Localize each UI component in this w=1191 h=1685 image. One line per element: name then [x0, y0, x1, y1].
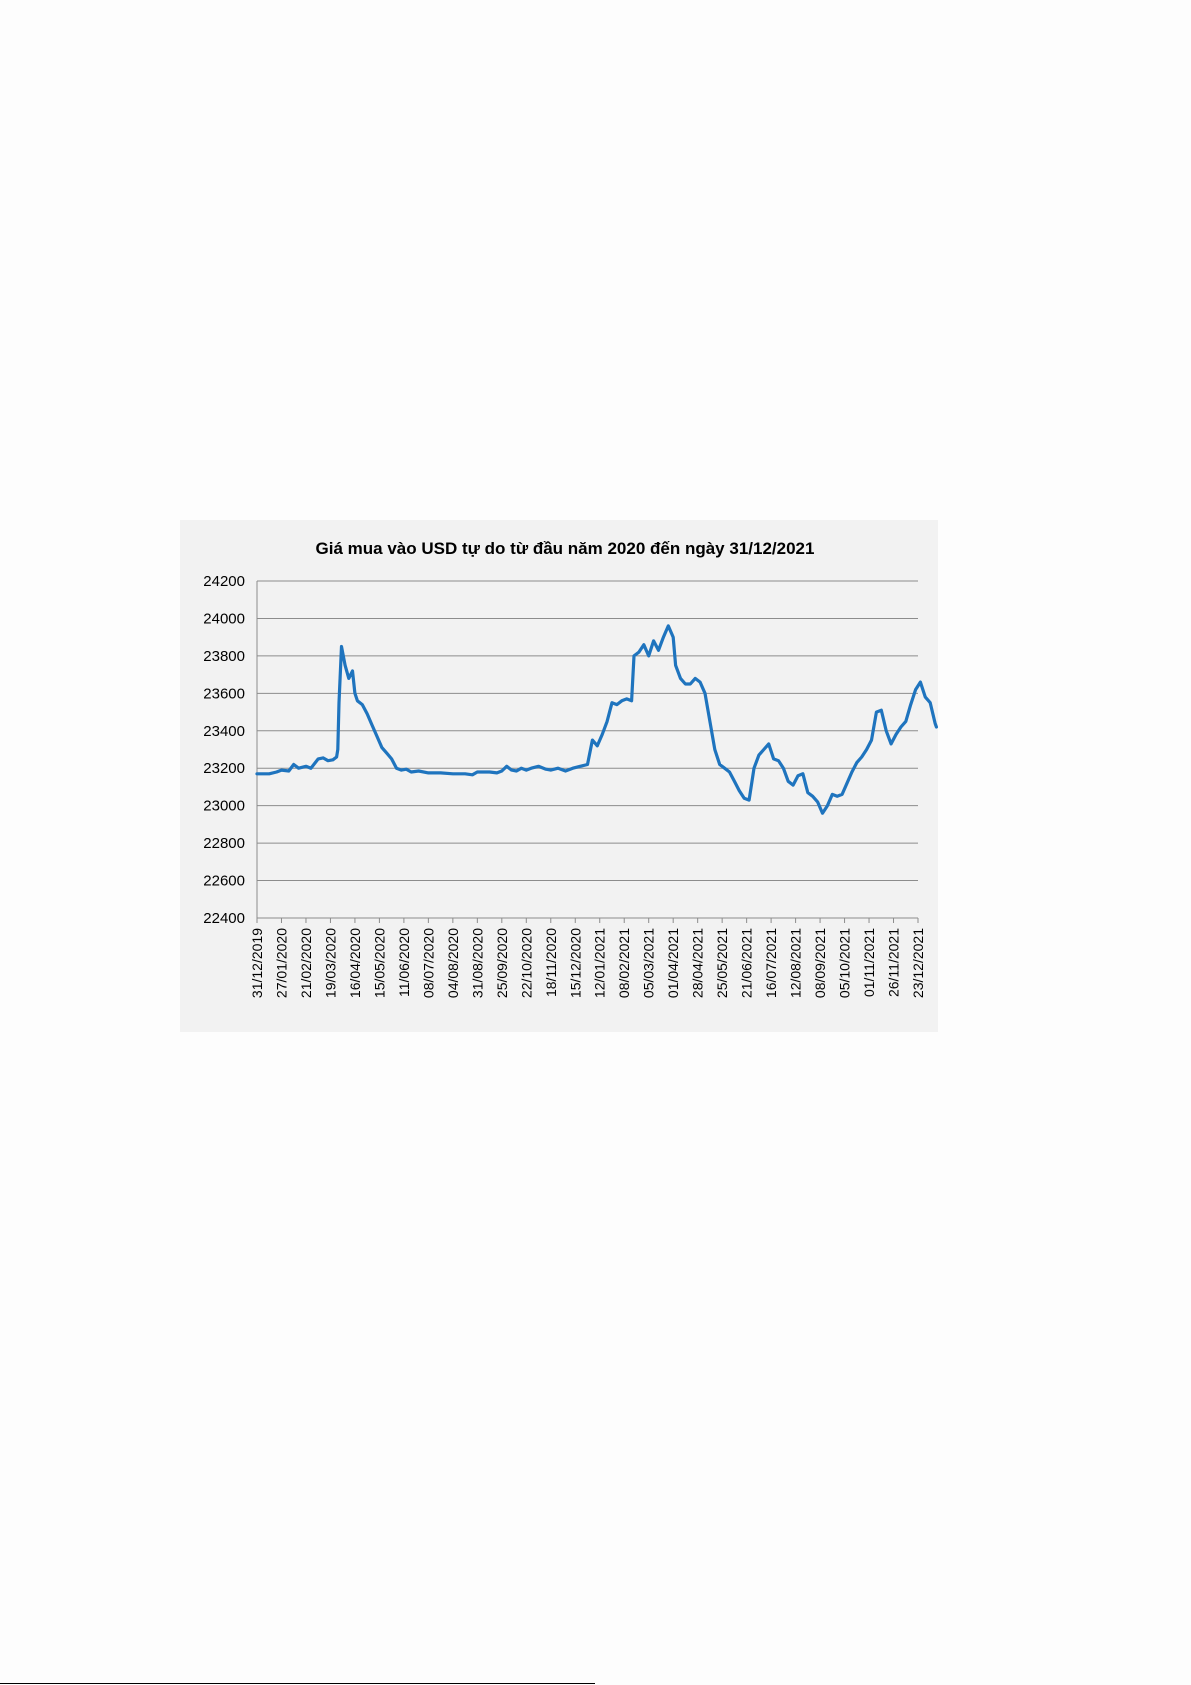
x-tick-label: 05/10/2021 [837, 928, 853, 998]
chart-title: Giá mua vào USD tự do từ đầu năm 2020 đế… [316, 539, 815, 558]
y-tick-label: 23600 [203, 685, 245, 702]
x-tick-label: 21/02/2020 [298, 928, 314, 998]
x-tick-label: 19/03/2020 [322, 928, 338, 998]
y-tick-label: 22600 [203, 873, 245, 890]
x-tick-label: 01/11/2021 [861, 928, 877, 997]
x-tick-label: 23/12/2021 [910, 928, 926, 998]
x-tick-label: 18/11/2020 [543, 928, 559, 997]
y-tick-label: 23200 [203, 760, 245, 777]
x-tick-label: 25/05/2021 [714, 928, 730, 998]
y-tick-label: 23800 [203, 648, 245, 665]
x-tick-label: 15/12/2020 [567, 928, 583, 998]
x-tick-label: 21/06/2021 [739, 928, 755, 998]
gridlines [256, 580, 918, 919]
y-tick-label: 23400 [203, 723, 245, 740]
x-tick-label: 16/07/2021 [763, 928, 779, 998]
x-axis-ticks: 31/12/2019 27/01/2020 21/02/2020 19/03/2020… [249, 918, 926, 998]
chart-container: Giá mua vào USD tự do từ đầu năm 2020 đế… [180, 520, 938, 1032]
x-tick-label: 31/12/2019 [249, 928, 265, 998]
x-tick-label: 08/07/2020 [420, 928, 436, 998]
x-tick-label: 12/01/2021 [592, 928, 608, 998]
x-tick-label: 05/03/2021 [641, 928, 657, 998]
x-tick-label: 11/06/2020 [396, 928, 412, 997]
x-tick-label: 22/10/2020 [518, 928, 534, 998]
x-tick-label: 28/04/2021 [690, 928, 706, 998]
x-tick-label: 25/09/2020 [494, 928, 510, 998]
x-tick-label: 08/09/2021 [812, 928, 828, 998]
y-axis-ticks: 22400 22600 22800 23000 23200 23400 23600 23800… [203, 573, 245, 927]
x-tick-label: 12/08/2021 [788, 928, 804, 998]
x-tick-label: 01/04/2021 [665, 928, 681, 998]
y-tick-label: 24000 [203, 610, 245, 627]
x-tick-label: 04/08/2020 [445, 928, 461, 998]
x-tick-label: 26/11/2021 [886, 928, 902, 997]
y-tick-label: 24200 [203, 573, 245, 590]
usd-price-line [255, 624, 938, 815]
x-tick-label: 27/01/2020 [273, 928, 289, 998]
line-chart: Giá mua vào USD tự do từ đầu năm 2020 đế… [203, 539, 938, 998]
x-tick-label: 31/08/2020 [469, 928, 485, 998]
x-tick-label: 15/05/2020 [371, 928, 387, 998]
series-layer [255, 624, 938, 815]
footnote-separator [0, 1683, 595, 1684]
y-tick-label: 22800 [203, 835, 245, 852]
y-tick-label: 23000 [203, 798, 245, 815]
x-tick-label: 08/02/2021 [616, 928, 632, 998]
y-tick-label: 22400 [203, 910, 245, 927]
x-tick-label: 16/04/2020 [347, 928, 363, 998]
